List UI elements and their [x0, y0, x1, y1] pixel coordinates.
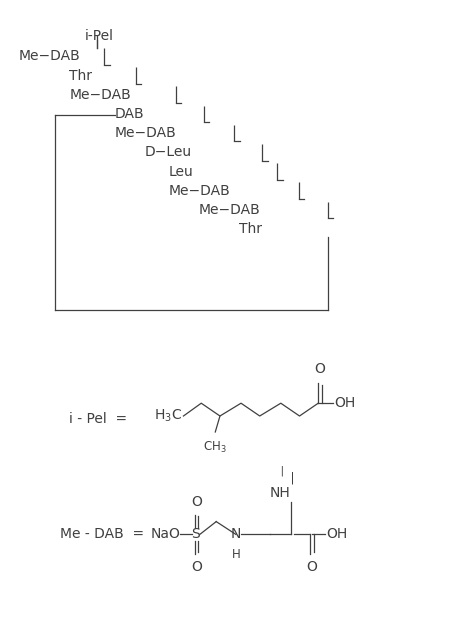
Text: OH: OH: [326, 527, 347, 541]
Text: Leu: Leu: [168, 164, 193, 179]
Text: CH$_3$: CH$_3$: [204, 440, 227, 455]
Text: Thr: Thr: [239, 222, 262, 236]
Text: |: |: [284, 472, 295, 484]
Text: i - Pel  =: i - Pel =: [69, 412, 127, 426]
Text: DAB: DAB: [115, 107, 144, 121]
Text: |: |: [274, 465, 284, 476]
Text: Me−DAB: Me−DAB: [19, 49, 80, 63]
Text: Me−DAB: Me−DAB: [69, 88, 131, 102]
Text: O: O: [306, 560, 317, 574]
Text: H: H: [232, 548, 240, 561]
Text: NH: NH: [270, 486, 291, 500]
Text: Me−DAB: Me−DAB: [168, 184, 230, 198]
Text: D−Leu: D−Leu: [144, 145, 191, 159]
Text: OH: OH: [334, 396, 355, 410]
Text: O: O: [314, 362, 326, 376]
Text: i-Pel: i-Pel: [85, 29, 114, 44]
Text: O: O: [191, 560, 202, 574]
Text: N: N: [231, 527, 241, 541]
Text: S: S: [191, 527, 199, 541]
Text: Me−DAB: Me−DAB: [199, 203, 261, 217]
Text: Me−DAB: Me−DAB: [115, 126, 176, 140]
Text: Thr: Thr: [69, 68, 92, 83]
Text: NaO: NaO: [150, 527, 180, 541]
Text: H$_3$C: H$_3$C: [154, 408, 183, 424]
Text: Me - DAB  =: Me - DAB =: [60, 527, 144, 541]
Text: O: O: [191, 495, 202, 509]
